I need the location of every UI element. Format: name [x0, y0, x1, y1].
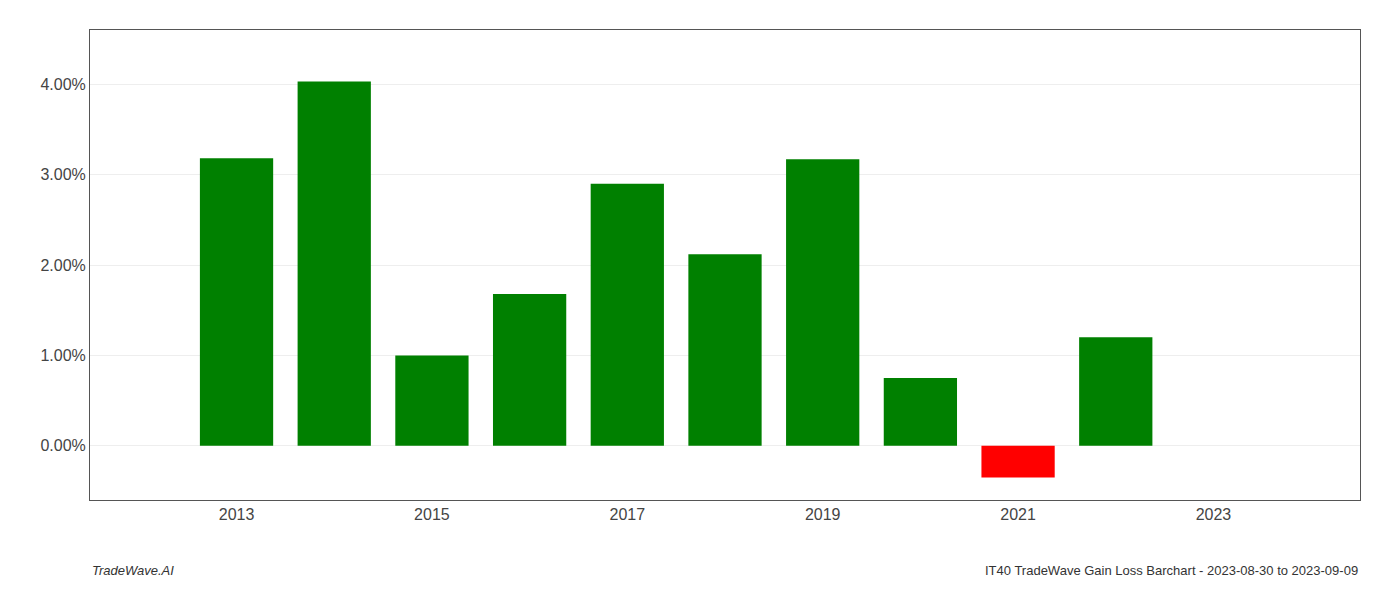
svg-text:0.00%: 0.00% — [40, 437, 85, 454]
svg-text:2015: 2015 — [414, 506, 450, 523]
svg-text:2021: 2021 — [1000, 506, 1036, 523]
svg-text:1.00%: 1.00% — [40, 347, 85, 364]
svg-text:3.00%: 3.00% — [40, 166, 85, 183]
svg-text:2013: 2013 — [219, 506, 255, 523]
svg-text:TradeWave.AI: TradeWave.AI — [92, 563, 174, 578]
svg-text:2019: 2019 — [805, 506, 841, 523]
svg-text:IT40 TradeWave Gain Loss Barch: IT40 TradeWave Gain Loss Barchart - 2023… — [985, 563, 1358, 578]
svg-text:4.00%: 4.00% — [40, 76, 85, 93]
svg-text:2.00%: 2.00% — [40, 257, 85, 274]
svg-text:2023: 2023 — [1196, 506, 1232, 523]
svg-text:2017: 2017 — [610, 506, 646, 523]
